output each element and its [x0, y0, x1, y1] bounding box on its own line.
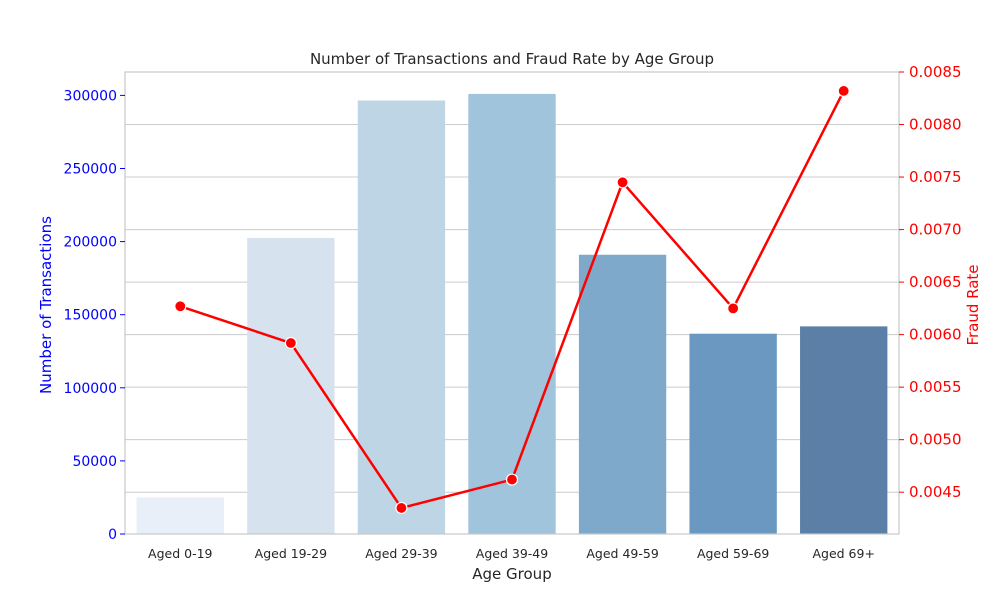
right-tick-label-6: 0.0075 — [909, 168, 962, 186]
left-tick-label-1: 50000 — [72, 454, 117, 470]
fraud-rate-point-1 — [284, 336, 297, 350]
fraud-rate-point-4 — [616, 176, 629, 189]
left-tick-label-6: 300000 — [64, 88, 117, 104]
bar-2 — [357, 100, 446, 534]
fraud-rate-point-6 — [837, 84, 850, 98]
x-tick-label-5: Aged 59-69 — [697, 546, 769, 561]
right-tick-label-4: 0.0065 — [909, 273, 962, 291]
bar-3 — [468, 93, 556, 534]
x-axis-label: Age Group — [472, 565, 551, 583]
right-tick-label-0: 0.0045 — [909, 483, 962, 501]
fraud-rate-line — [174, 84, 850, 515]
plot-border — [124, 71, 900, 535]
fraud-rate-point-3 — [505, 473, 519, 486]
right-tick-label-3: 0.0060 — [909, 326, 962, 344]
bar-6 — [800, 326, 888, 534]
fraud-rate-point-2 — [395, 501, 408, 515]
x-axis-ticks: Aged 0-19 Aged 19-29 Aged 29-39 Aged 39-49 A… — [148, 546, 875, 561]
bar-0 — [136, 497, 224, 534]
right-axis-ticks: 0.0045 0.0050 0.0055 0.0060 0.0065 0.0070 0.00… — [899, 63, 962, 501]
x-tick-label-2: Aged 29-39 — [365, 546, 437, 561]
fraud-rate-point-0 — [174, 300, 187, 313]
x-tick-label-4: Aged 49-59 — [586, 546, 658, 561]
right-tick-label-2: 0.0055 — [909, 378, 962, 396]
plot-frame — [124, 71, 900, 535]
right-tick-label-8: 0.0085 — [909, 63, 962, 81]
x-tick-label-3: Aged 39-49 — [476, 546, 548, 561]
bar-5 — [689, 333, 777, 534]
right-axis-label: Fraud Rate — [964, 264, 982, 345]
left-tick-label-2: 100000 — [64, 381, 117, 397]
left-tick-label-5: 250000 — [64, 161, 117, 177]
chart-title: Number of Transactions and Fraud Rate by… — [310, 50, 714, 68]
right-tick-label-1: 0.0050 — [909, 431, 962, 449]
fraud-rate-point-5 — [727, 302, 740, 315]
x-tick-label-1: Aged 19-29 — [255, 546, 327, 561]
bars — [136, 93, 888, 534]
x-tick-label-0: Aged 0-19 — [148, 546, 213, 561]
x-tick-label-6: Aged 69+ — [812, 546, 874, 561]
bar-1 — [247, 237, 335, 534]
left-axis-ticks: 0 50000 100000 150000 200000 250000 300000 — [64, 88, 125, 543]
bar-4 — [578, 254, 667, 534]
right-tick-label-5: 0.0070 — [909, 221, 962, 239]
right-tick-label-7: 0.0080 — [909, 116, 962, 134]
left-tick-label-4: 200000 — [64, 235, 117, 251]
left-tick-label-3: 150000 — [64, 308, 117, 324]
left-axis-label: Number of Transactions — [37, 216, 55, 394]
left-tick-label-0: 0 — [108, 527, 117, 543]
